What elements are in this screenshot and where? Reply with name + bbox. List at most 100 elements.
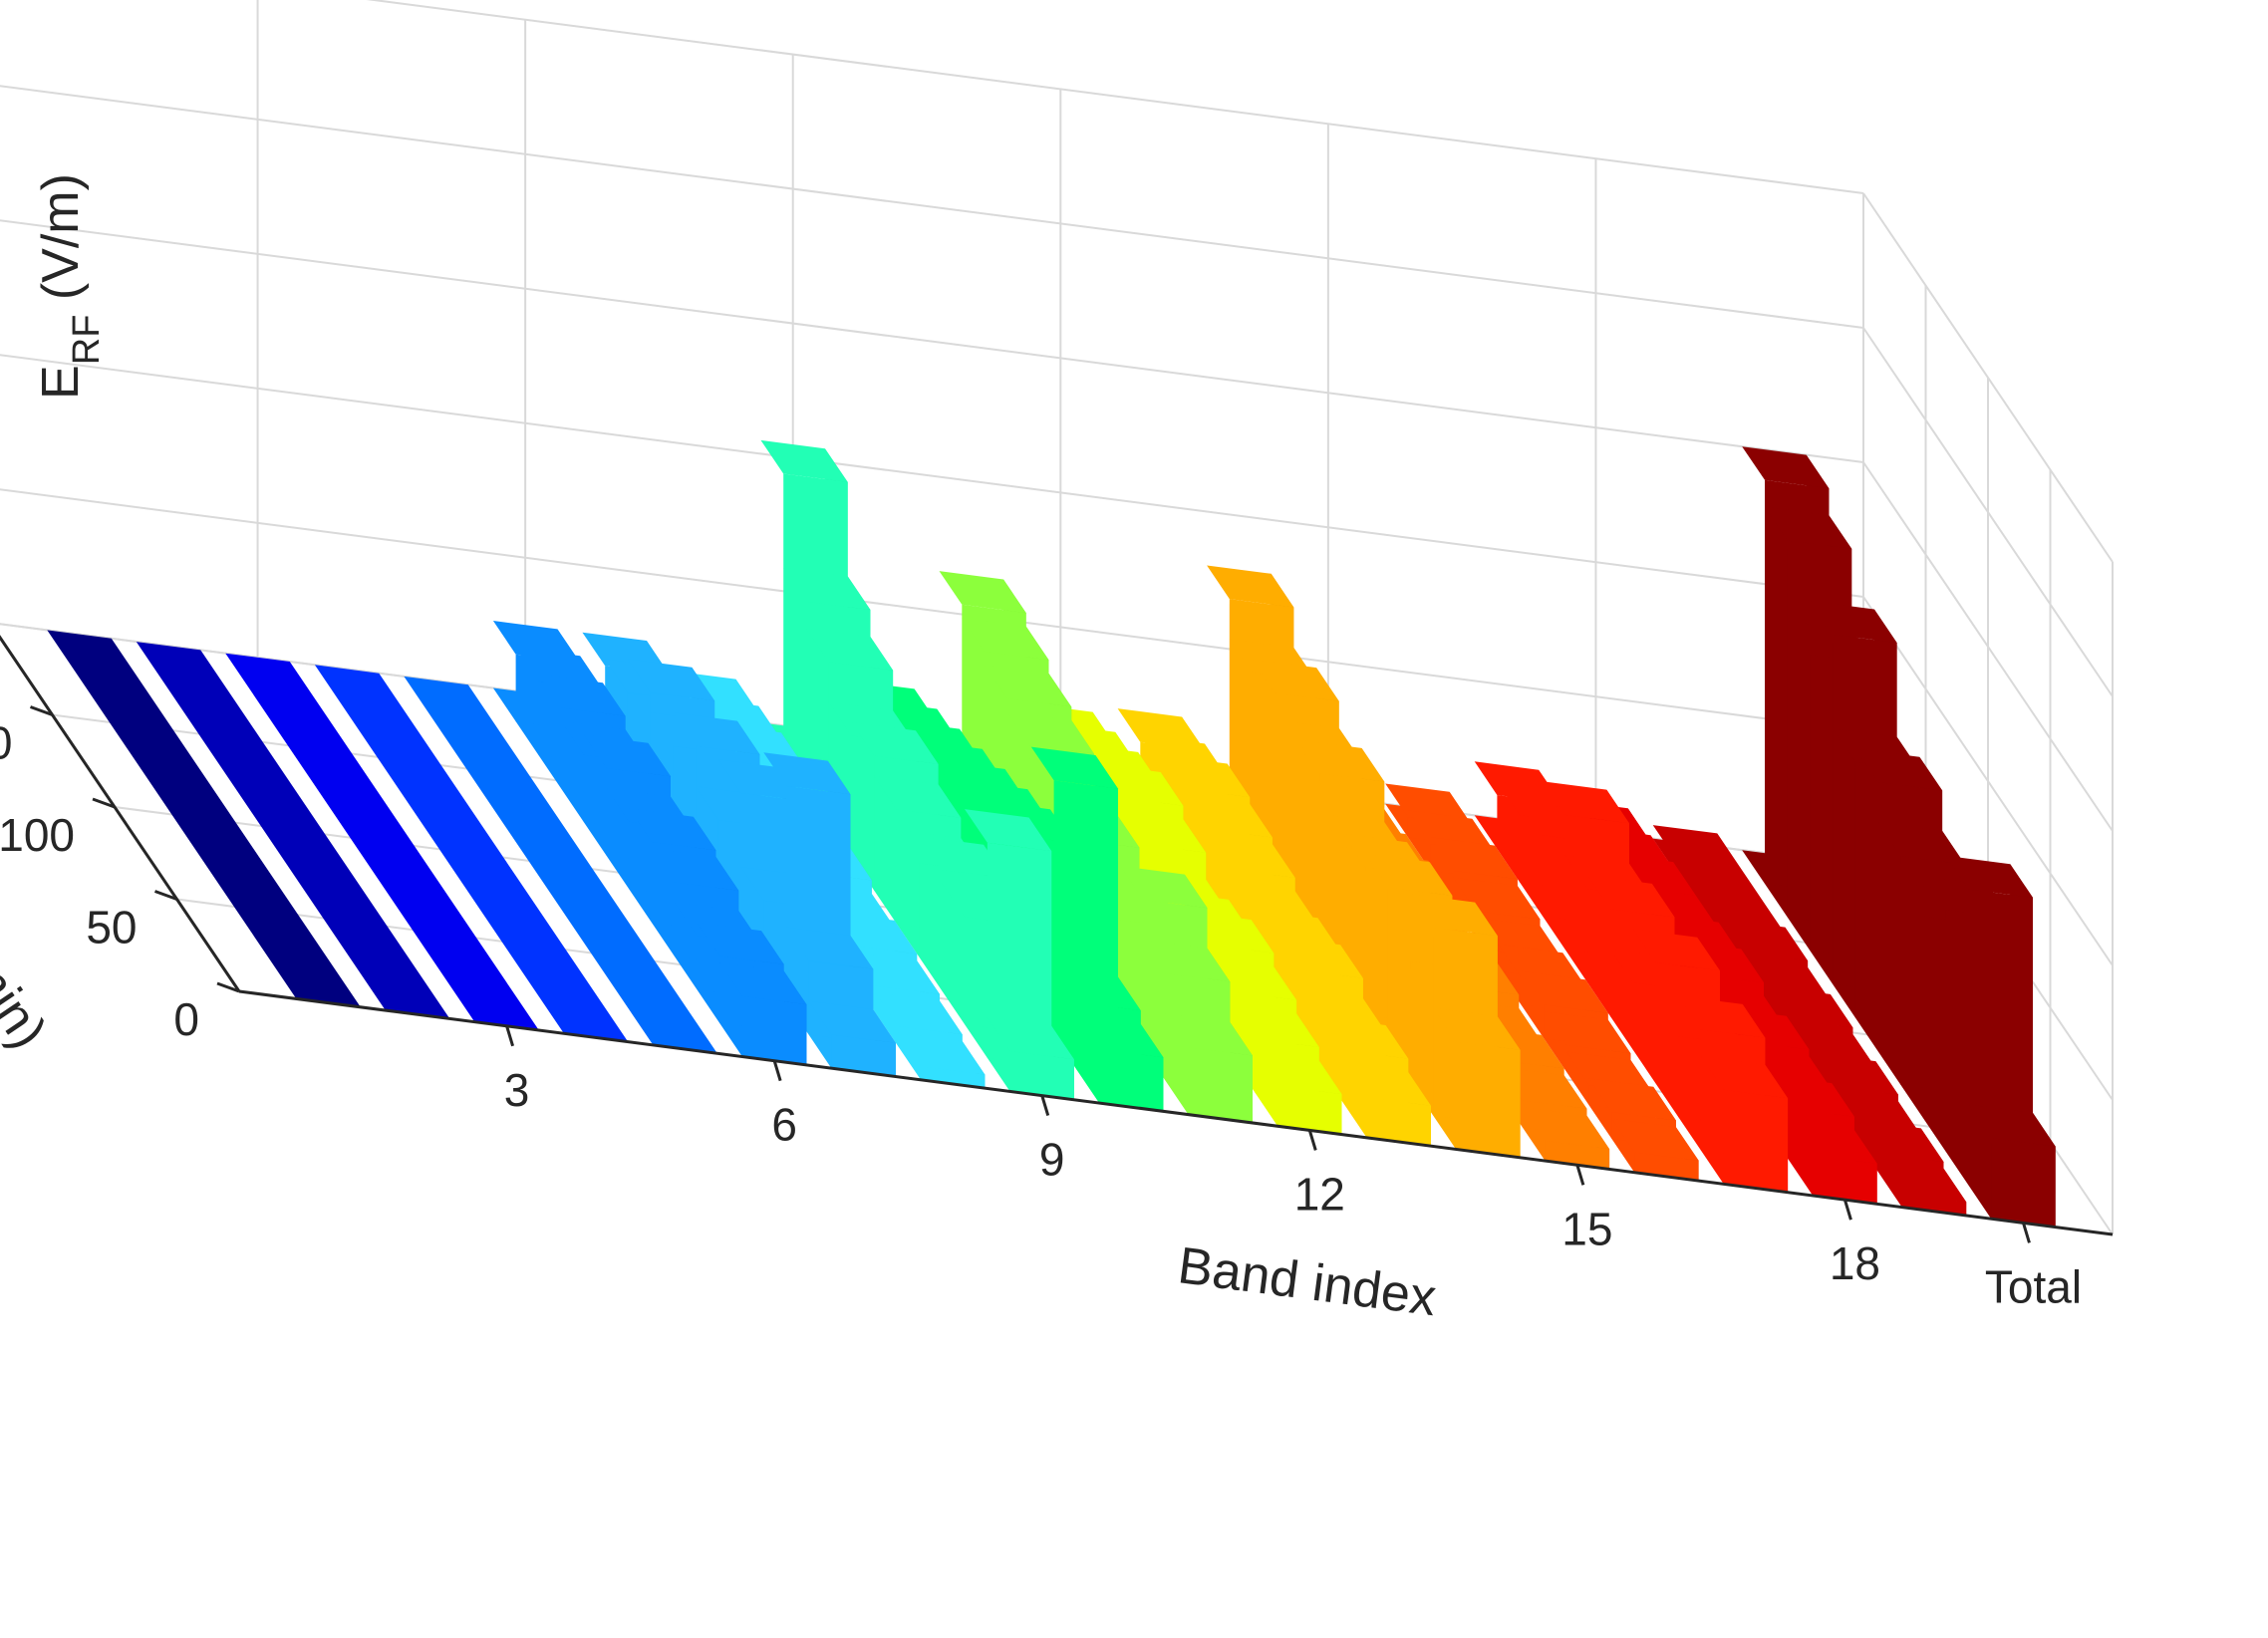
bar-top xyxy=(1588,1078,1676,1121)
bar-top xyxy=(987,1017,1074,1060)
time-tick-label: 100 xyxy=(0,809,75,861)
time-tick-label: 0 xyxy=(173,993,199,1045)
bar-top xyxy=(1207,565,1294,608)
band-2 xyxy=(136,642,450,1019)
bar-top xyxy=(985,665,1072,707)
time-axis-label: time (min) xyxy=(0,835,58,1058)
bar-top xyxy=(1968,1104,2056,1147)
band-tick xyxy=(505,1025,515,1047)
bar-top xyxy=(1790,1121,1877,1164)
bar-top xyxy=(763,752,851,795)
bar-top xyxy=(1811,1052,1898,1095)
band-16 xyxy=(1385,783,1699,1182)
band-4 xyxy=(314,665,629,1042)
bar-top xyxy=(1143,940,1231,982)
bar-top xyxy=(786,927,874,969)
band-tick xyxy=(1575,1164,1585,1186)
bar-top xyxy=(627,659,715,701)
bar-front xyxy=(1188,1047,1253,1123)
bar-top xyxy=(1433,1007,1521,1050)
bar-top xyxy=(1720,919,1809,961)
bar-top xyxy=(1365,853,1453,896)
bar-front xyxy=(1456,1041,1521,1158)
bar-top xyxy=(1765,506,1852,549)
bar-top xyxy=(1343,1063,1431,1106)
band-tick xyxy=(2022,1222,2031,1243)
band-tick xyxy=(1843,1199,1852,1221)
bar-top xyxy=(1255,1052,1342,1095)
bar-front xyxy=(741,995,807,1065)
bar-top xyxy=(1522,1107,1610,1150)
z-axis-label-sub: RF xyxy=(66,315,108,366)
bar-top xyxy=(1587,875,1675,918)
z-axis-label-main: E xyxy=(32,365,90,400)
time-tick xyxy=(92,797,116,809)
bars xyxy=(47,439,2056,1228)
bar-top xyxy=(719,962,807,1005)
bar-front xyxy=(921,1066,986,1089)
band-axis xyxy=(238,989,2114,1236)
bar-top xyxy=(1297,739,1385,782)
bar-top xyxy=(515,647,603,689)
z-axis-label-suffix: (V/m) xyxy=(32,173,90,315)
bar-top xyxy=(783,568,871,610)
bar-top xyxy=(1253,909,1341,952)
band-19 xyxy=(1652,825,1967,1216)
bar-top xyxy=(1163,755,1251,798)
bar-front xyxy=(987,842,1052,1067)
time-tick xyxy=(216,981,240,993)
bar-top xyxy=(1430,837,1518,880)
bar-top xyxy=(875,992,963,1035)
bar-top xyxy=(1879,1160,1967,1203)
bar-front xyxy=(1009,1050,1074,1100)
time-tick-label: 150 xyxy=(0,717,13,769)
bar-top xyxy=(583,734,671,777)
bar-top xyxy=(1185,795,1273,838)
bar-top xyxy=(1498,944,1585,986)
bar-top xyxy=(919,836,1006,879)
band-17 xyxy=(1474,761,1789,1193)
bar-top xyxy=(1856,1120,1944,1163)
bar-top xyxy=(851,721,939,764)
bar-top xyxy=(1700,1056,1789,1099)
bar-top xyxy=(1834,1093,1921,1136)
bar-top xyxy=(808,1000,896,1043)
band-tick-label: 12 xyxy=(1294,1168,1345,1220)
band-tick-label: 15 xyxy=(1561,1203,1612,1254)
bar-front xyxy=(1366,1097,1431,1147)
bar-top xyxy=(874,775,962,818)
bar-top xyxy=(673,712,760,755)
bar-top xyxy=(939,571,1026,614)
bar-top xyxy=(1678,995,1766,1038)
bar-top xyxy=(1742,446,1830,489)
bar-top xyxy=(1476,918,1563,959)
band-Total xyxy=(1742,446,2056,1228)
bar-top xyxy=(1521,970,1608,1013)
bar-top xyxy=(697,922,784,964)
bar-top xyxy=(629,808,716,851)
bar-top xyxy=(1767,1074,1854,1117)
grid-line-back-horizontal xyxy=(0,488,1864,732)
bar-top xyxy=(760,439,848,482)
band-3 xyxy=(225,653,539,1030)
grid-line-back-horizontal xyxy=(0,354,1864,598)
band-floor-5 xyxy=(404,676,717,1054)
axes xyxy=(0,635,2114,1243)
bar-top xyxy=(1675,858,1763,901)
time-tick xyxy=(153,890,178,901)
bar-top xyxy=(1165,1013,1253,1056)
band-6 xyxy=(492,621,807,1065)
band-tick-label: 6 xyxy=(771,1099,797,1151)
band-tick xyxy=(1040,1095,1050,1117)
band-5 xyxy=(404,676,717,1054)
z-axis-label: ERF (V/m) xyxy=(32,173,108,400)
bar-top xyxy=(1276,936,1363,978)
grid-line-back-horizontal xyxy=(366,0,1864,194)
bar-top xyxy=(1187,911,1275,954)
band-tick xyxy=(772,1060,782,1082)
bar-top xyxy=(1076,1015,1164,1058)
bar-front xyxy=(1277,1085,1342,1135)
band-tick-label: 9 xyxy=(1039,1134,1065,1186)
grid-line-back-horizontal xyxy=(0,219,1864,463)
